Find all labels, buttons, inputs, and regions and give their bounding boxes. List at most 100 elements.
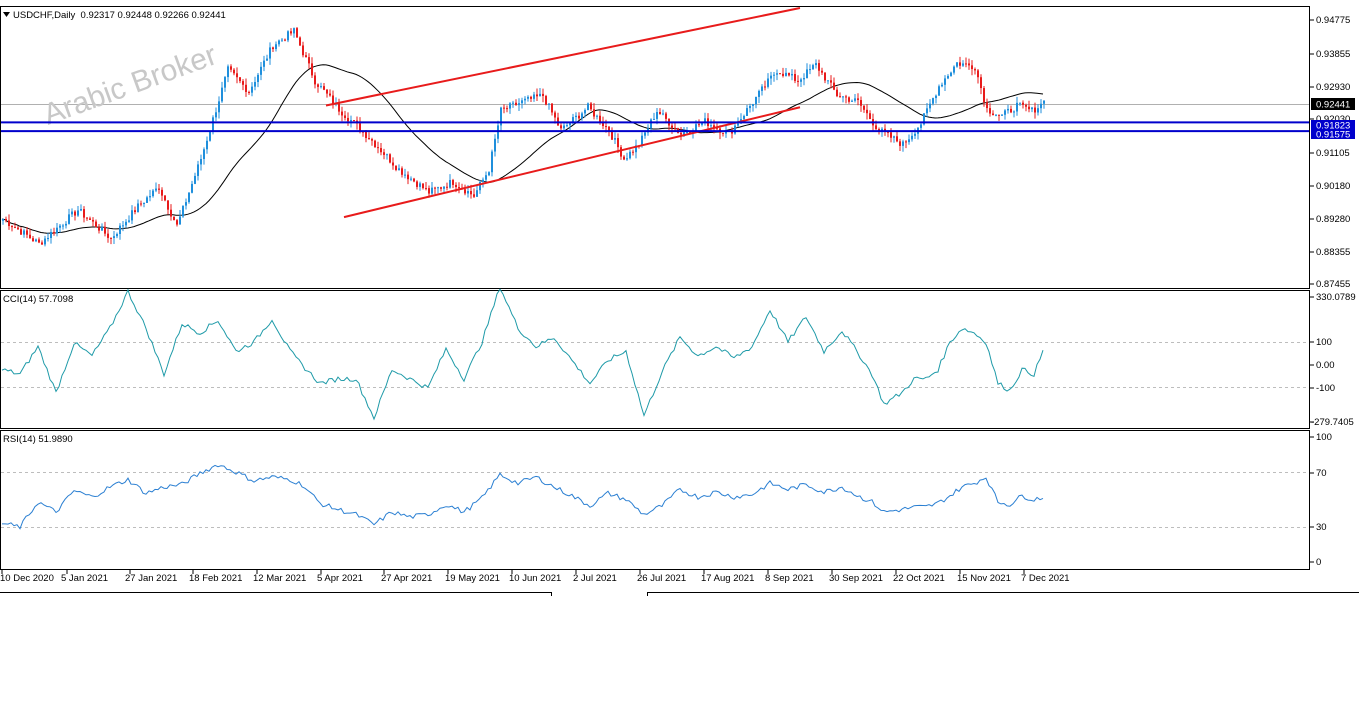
bear-candle [290, 31, 292, 34]
bull-candle [410, 178, 412, 180]
bear-candle [989, 108, 991, 114]
bull-candle [776, 73, 778, 75]
bull-candle [101, 226, 103, 231]
symbol-menu-triangle-icon[interactable] [3, 12, 10, 17]
date-label: 5 Jan 2021 [61, 573, 108, 584]
date-label: 15 Nov 2021 [957, 573, 1011, 584]
bull-candle [1019, 102, 1021, 104]
bear-candle [359, 123, 361, 132]
bull-candle [2, 218, 4, 221]
rsi-tick: 70 [1316, 468, 1327, 479]
bear-candle [374, 140, 376, 148]
bear-candle [797, 80, 799, 82]
bear-candle [347, 117, 349, 122]
moving-average-layer [1, 64, 1044, 234]
bull-candle [260, 66, 262, 75]
bull-candle [683, 132, 685, 135]
bear-candle [392, 162, 394, 166]
bull-candle [563, 125, 565, 129]
bear-candle [998, 114, 1000, 116]
bull-candle [350, 120, 352, 122]
date-label: 7 Dec 2021 [1021, 573, 1070, 584]
price-tick: 0.89280 [1316, 214, 1350, 225]
bear-candle [302, 45, 304, 56]
bull-candle [206, 140, 208, 150]
cci-line [1, 288, 1044, 421]
bull-candle [467, 191, 469, 194]
bull-candle [275, 44, 277, 50]
bear-candle [407, 174, 409, 180]
bear-candle [1025, 104, 1027, 107]
bull-candle [113, 236, 115, 239]
bull-candle [767, 78, 769, 87]
bull-candle [71, 211, 73, 215]
cci-tick: 330.0789 [1316, 292, 1356, 303]
bull-candle [755, 96, 757, 105]
bear-candle [503, 107, 505, 109]
bull-candle [932, 98, 934, 104]
lower-channel-trendline[interactable] [343, 106, 801, 219]
bull-candle [770, 75, 772, 79]
date-label: 30 Sep 2021 [829, 573, 883, 584]
bull-candle [962, 63, 964, 66]
cci-tick: -100 [1316, 383, 1335, 394]
bear-candle [794, 73, 796, 81]
bear-candle [176, 220, 178, 225]
bull-candle [68, 214, 70, 224]
bull-candle [50, 231, 52, 238]
bull-candle [773, 74, 775, 76]
bear-candle [353, 120, 355, 122]
cci-layer [1, 288, 1044, 421]
bear-candle [905, 141, 907, 143]
bear-candle [107, 233, 109, 238]
bear-candle [95, 221, 97, 228]
bull-candle [122, 225, 124, 227]
bear-candle [665, 113, 667, 119]
hline-label-box-upper [1311, 120, 1355, 130]
bear-candle [473, 194, 475, 197]
bull-candle [125, 221, 127, 226]
bull-candle [800, 79, 802, 82]
bull-candle [686, 132, 688, 134]
bear-candle [899, 141, 901, 146]
bull-candle [257, 74, 259, 82]
bear-candle [971, 65, 973, 70]
bear-candle [698, 124, 700, 126]
bull-candle [254, 81, 256, 87]
bear-candle [632, 151, 634, 153]
bear-candle [959, 62, 961, 66]
bull-candle [431, 187, 433, 194]
bear-candle [974, 69, 976, 71]
bear-candle [620, 147, 622, 157]
bear-candle [314, 75, 316, 85]
bull-candle [293, 28, 295, 34]
bear-candle [857, 98, 859, 101]
bull-candle [548, 103, 550, 105]
bull-candle [1037, 108, 1039, 113]
bear-candle [329, 93, 331, 96]
bull-candle [662, 113, 664, 115]
bull-candle [527, 96, 529, 99]
bear-candle [395, 165, 397, 170]
bear-candle [389, 154, 391, 163]
bear-candle [377, 147, 379, 149]
bull-candle [572, 117, 574, 124]
bull-candle [200, 159, 202, 165]
bear-candle [1022, 102, 1024, 105]
date-label: 26 Jul 2021 [637, 573, 686, 584]
bull-candle [128, 220, 130, 222]
bear-candle [866, 109, 868, 114]
bull-candle [704, 118, 706, 123]
date-label: 5 Apr 2021 [317, 573, 363, 584]
bull-candle [809, 69, 811, 71]
bear-candle [470, 191, 472, 195]
bull-candle [482, 179, 484, 183]
bull-candle [509, 103, 511, 109]
date-label: 22 Oct 2021 [893, 573, 945, 584]
drawing-objects-layer[interactable] [1, 7, 1309, 219]
bear-candle [326, 89, 328, 94]
upper-channel-trendline[interactable] [325, 7, 801, 107]
bear-candle [551, 103, 553, 113]
date-label: 12 Mar 2021 [253, 573, 306, 584]
